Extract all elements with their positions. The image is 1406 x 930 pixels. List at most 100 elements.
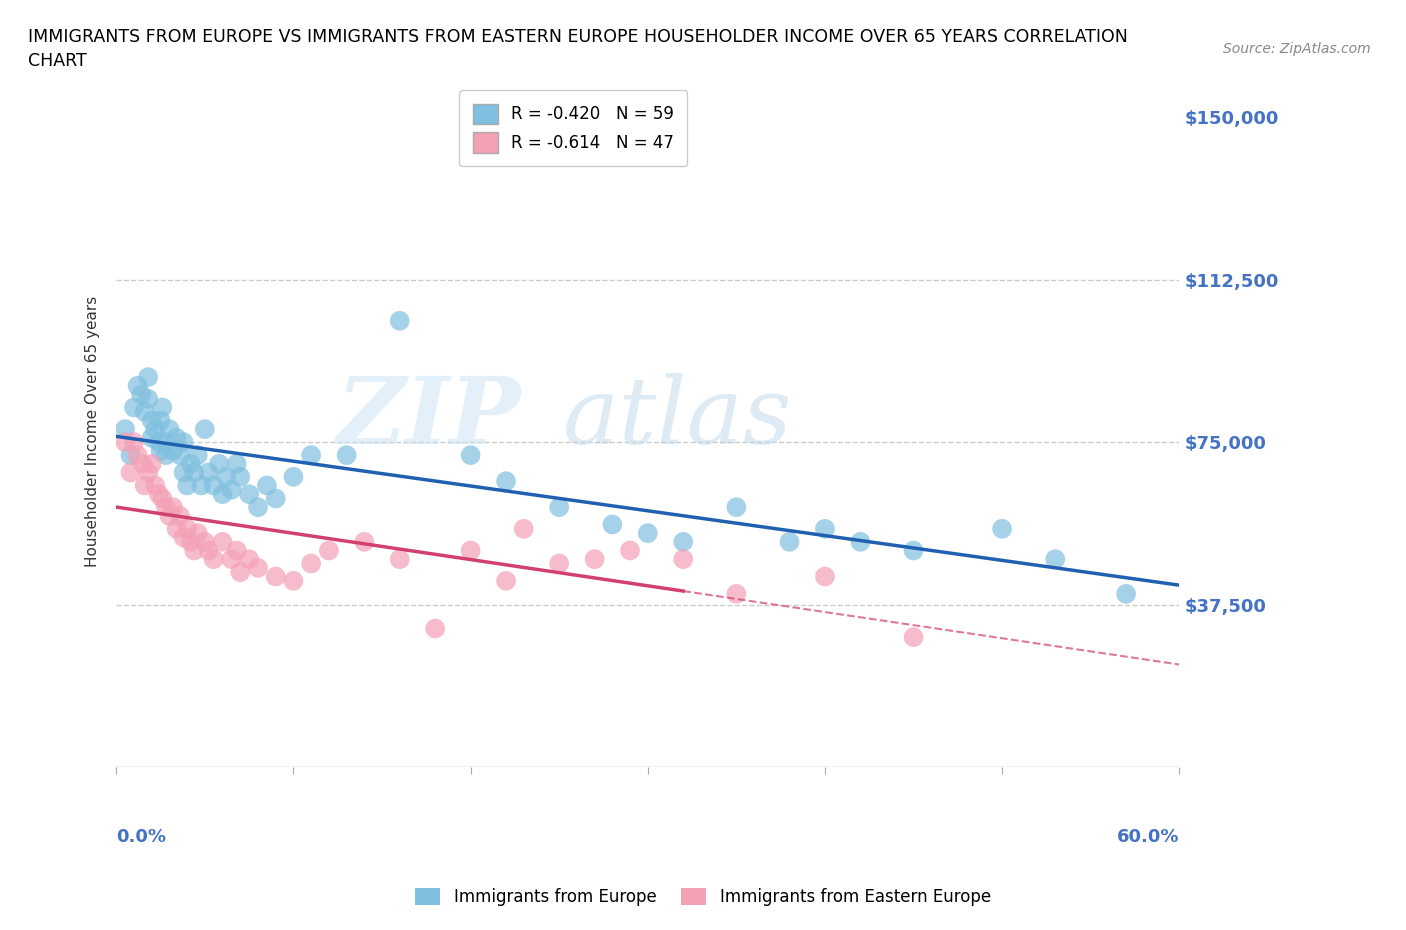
Point	[211, 535, 233, 550]
Point	[127, 379, 149, 393]
Point	[425, 621, 447, 636]
Point	[148, 434, 170, 449]
Point	[637, 525, 659, 540]
Point	[495, 473, 517, 488]
Point	[187, 447, 209, 462]
Point	[336, 447, 359, 462]
Point	[221, 483, 243, 498]
Point	[388, 551, 411, 566]
Point	[238, 551, 260, 566]
Text: 0.0%: 0.0%	[117, 828, 166, 846]
Point	[183, 465, 205, 480]
Point	[208, 457, 231, 472]
Point	[229, 470, 252, 485]
Point	[166, 522, 188, 537]
Point	[194, 421, 217, 436]
Point	[136, 392, 159, 406]
Point	[141, 413, 163, 428]
Point	[176, 522, 198, 537]
Point	[903, 543, 925, 558]
Point	[143, 421, 166, 436]
Point	[513, 522, 536, 537]
Point	[247, 561, 270, 576]
Legend: Immigrants from Europe, Immigrants from Eastern Europe: Immigrants from Europe, Immigrants from …	[409, 881, 997, 912]
Point	[149, 444, 172, 458]
Point	[903, 630, 925, 644]
Point	[114, 421, 136, 436]
Point	[211, 486, 233, 501]
Point	[155, 499, 177, 514]
Point	[460, 447, 482, 462]
Point	[779, 535, 801, 550]
Point	[283, 574, 305, 589]
Point	[602, 517, 624, 532]
Point	[176, 478, 198, 493]
Point	[127, 447, 149, 462]
Point	[134, 478, 156, 493]
Point	[299, 556, 322, 571]
Point	[162, 499, 184, 514]
Point	[122, 434, 145, 449]
Point	[264, 491, 287, 506]
Point	[190, 478, 212, 493]
Legend: R = -0.420   N = 59, R = -0.614   N = 47: R = -0.420 N = 59, R = -0.614 N = 47	[460, 90, 688, 166]
Point	[1115, 587, 1137, 602]
Text: IMMIGRANTS FROM EUROPE VS IMMIGRANTS FROM EASTERN EUROPE HOUSEHOLDER INCOME OVER: IMMIGRANTS FROM EUROPE VS IMMIGRANTS FRO…	[28, 28, 1128, 70]
Point	[155, 434, 177, 449]
Point	[143, 478, 166, 493]
Point	[162, 444, 184, 458]
Point	[849, 535, 872, 550]
Point	[672, 535, 695, 550]
Text: Source: ZipAtlas.com: Source: ZipAtlas.com	[1223, 42, 1371, 56]
Point	[256, 478, 278, 493]
Point	[197, 543, 219, 558]
Point	[353, 535, 375, 550]
Point	[197, 465, 219, 480]
Point	[318, 543, 340, 558]
Point	[202, 551, 225, 566]
Text: ZIP: ZIP	[336, 373, 520, 463]
Point	[180, 535, 202, 550]
Point	[225, 457, 247, 472]
Point	[120, 447, 142, 462]
Point	[1045, 551, 1067, 566]
Point	[169, 509, 191, 524]
Point	[136, 465, 159, 480]
Point	[173, 434, 195, 449]
Point	[247, 499, 270, 514]
Point	[166, 431, 188, 445]
Point	[150, 491, 173, 506]
Point	[173, 465, 195, 480]
Point	[148, 486, 170, 501]
Point	[619, 543, 641, 558]
Point	[238, 486, 260, 501]
Text: 60.0%: 60.0%	[1116, 828, 1180, 846]
Point	[114, 434, 136, 449]
Point	[725, 587, 748, 602]
Point	[991, 522, 1014, 537]
Point	[183, 543, 205, 558]
Point	[134, 405, 156, 419]
Point	[122, 400, 145, 415]
Point	[299, 447, 322, 462]
Point	[150, 400, 173, 415]
Point	[548, 556, 571, 571]
Point	[388, 313, 411, 328]
Point	[495, 574, 517, 589]
Point	[187, 525, 209, 540]
Point	[136, 370, 159, 385]
Point	[814, 522, 837, 537]
Point	[283, 470, 305, 485]
Point	[129, 387, 152, 402]
Point	[221, 551, 243, 566]
Point	[149, 413, 172, 428]
Point	[548, 499, 571, 514]
Point	[132, 457, 155, 472]
Y-axis label: Householder Income Over 65 years: Householder Income Over 65 years	[86, 296, 100, 567]
Point	[173, 530, 195, 545]
Point	[141, 457, 163, 472]
Point	[157, 421, 180, 436]
Point	[225, 543, 247, 558]
Point	[120, 465, 142, 480]
Point	[155, 447, 177, 462]
